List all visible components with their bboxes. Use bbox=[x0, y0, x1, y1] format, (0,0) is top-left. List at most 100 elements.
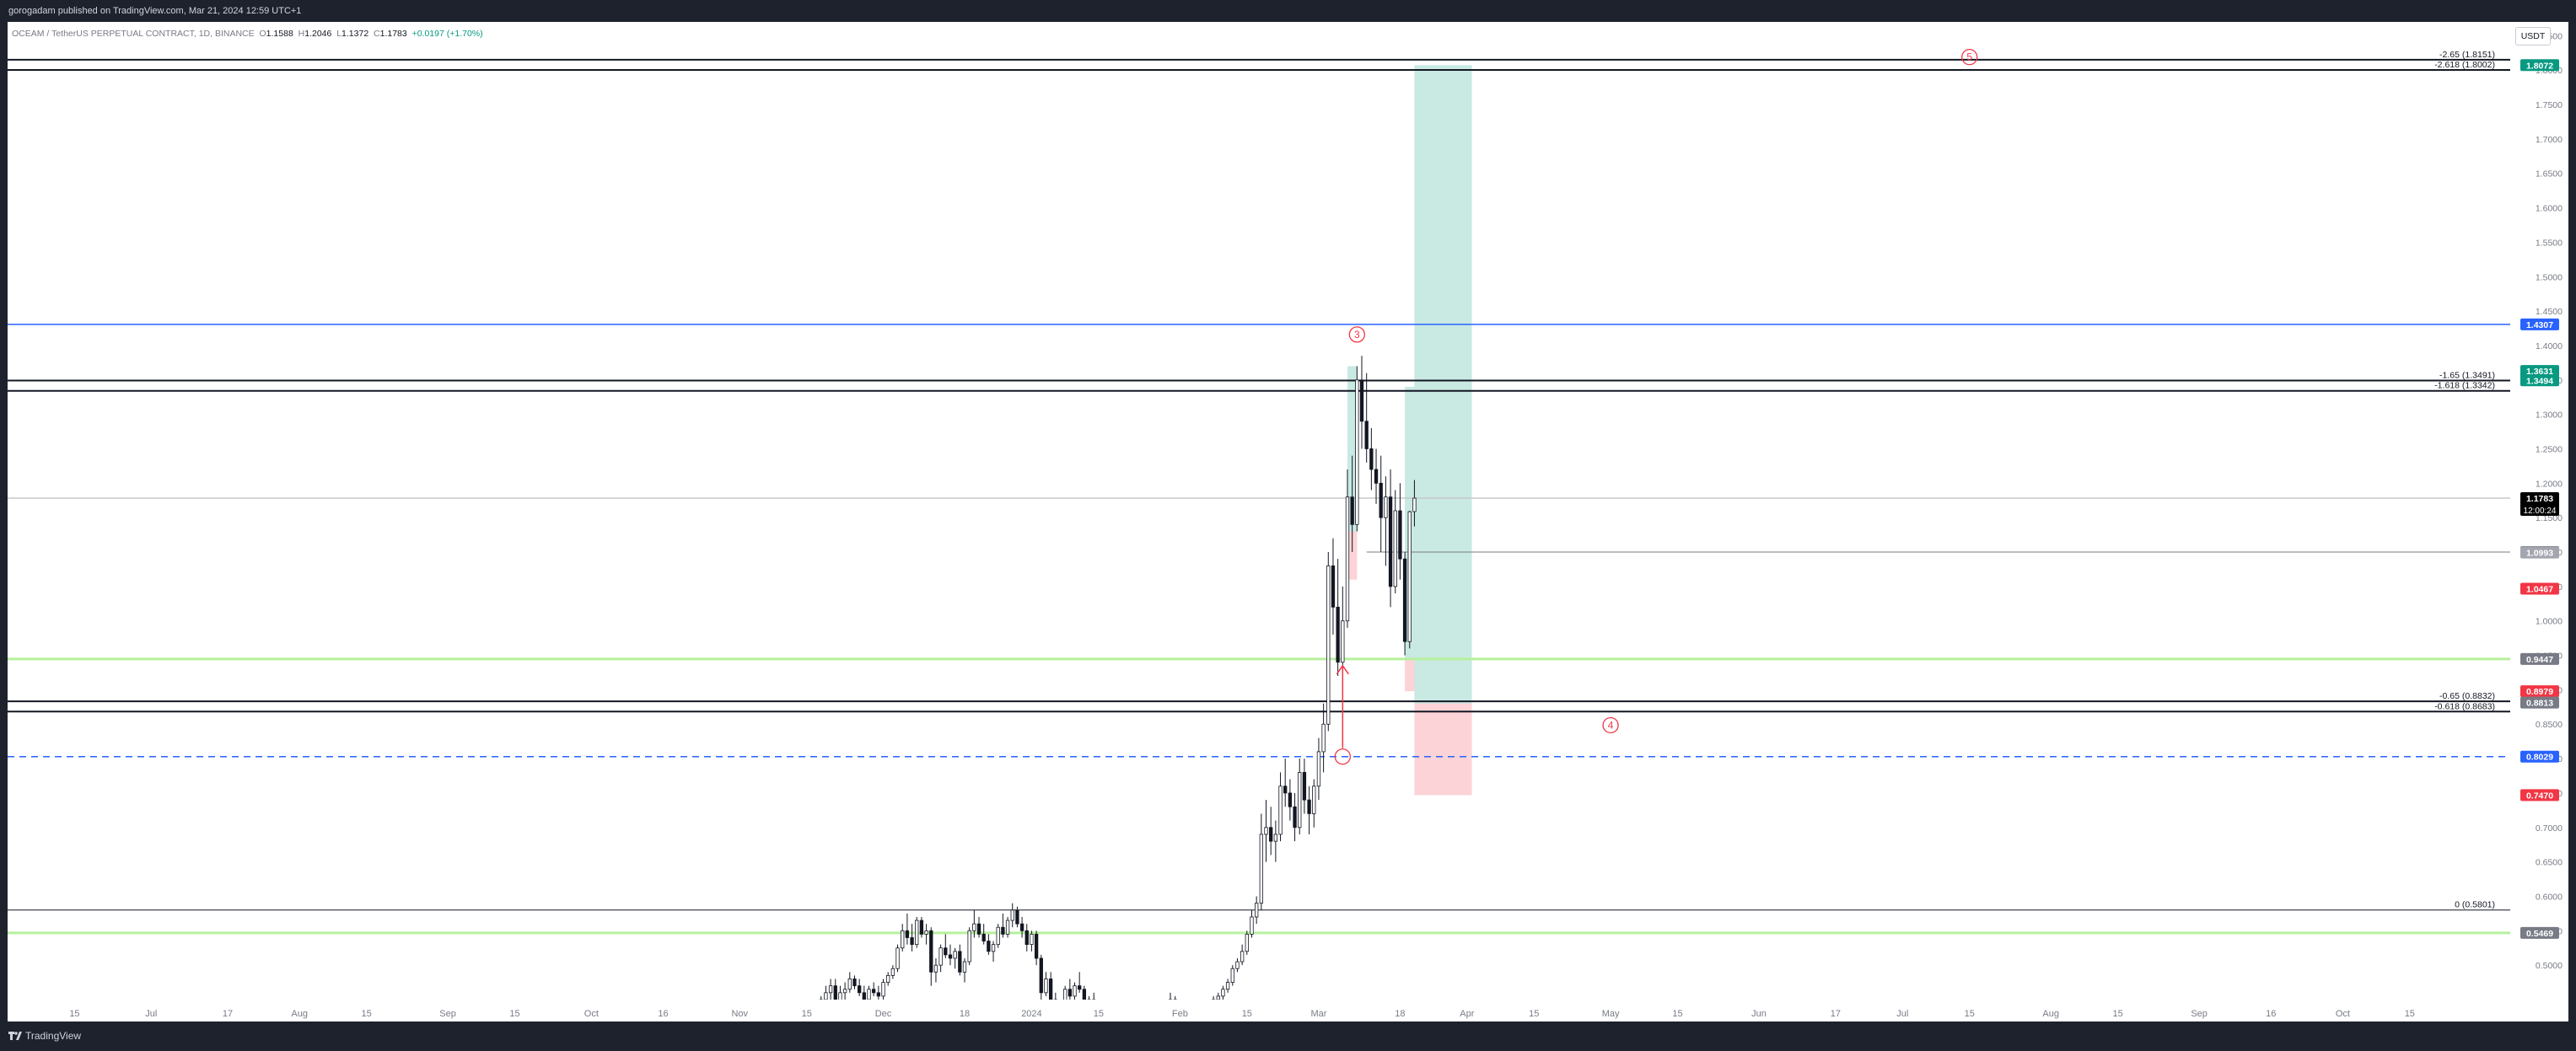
candle-body bbox=[915, 920, 919, 946]
candle-body bbox=[1359, 379, 1364, 422]
position-stop-zone bbox=[1347, 531, 1358, 580]
fib-level-label: -1.618 (1.3342) bbox=[2434, 381, 2495, 391]
chart-area[interactable]: -2.65 (1.8151) -2.618 (1.8002) -1.65 (1.34… bbox=[8, 22, 2568, 1022]
time-axis-bg bbox=[8, 1000, 2568, 1022]
candle-body bbox=[857, 985, 862, 994]
candle-body bbox=[1068, 989, 1072, 997]
candle-body bbox=[828, 985, 833, 994]
time-tick-label: 2024 bbox=[1021, 1009, 1041, 1019]
currency-button[interactable]: USDT bbox=[2515, 27, 2551, 46]
change-value: +0.0197 (+1.70%) bbox=[411, 29, 483, 39]
candle-body bbox=[1393, 510, 1397, 587]
price-tag-label: 1.1783 bbox=[2526, 494, 2553, 504]
price-tag-label: 0.8979 bbox=[2526, 687, 2553, 697]
time-tick-label: Sep bbox=[2191, 1009, 2208, 1019]
candle-body bbox=[981, 933, 986, 941]
price-tag-label: 1.0993 bbox=[2526, 549, 2553, 559]
candle-body bbox=[987, 941, 991, 952]
candle-body bbox=[901, 930, 905, 949]
candle-body bbox=[944, 947, 948, 956]
price-tag-label: 1.0467 bbox=[2526, 585, 2553, 595]
candle-body bbox=[1331, 565, 1336, 608]
candle-body bbox=[1255, 903, 1259, 918]
position-stop-zone bbox=[1405, 658, 1415, 692]
candle-body bbox=[953, 951, 957, 959]
candle-body bbox=[933, 964, 938, 973]
time-tick-label: 15 bbox=[1242, 1009, 1252, 1019]
wave-label-circle bbox=[1334, 748, 1351, 765]
price-tick-label: 0.8500 bbox=[2536, 720, 2563, 730]
candle-body bbox=[1005, 920, 1010, 935]
time-tick-label: May bbox=[1602, 1009, 1620, 1019]
time-tick-label: Apr bbox=[1460, 1009, 1474, 1019]
candle-body bbox=[996, 926, 1000, 946]
tradingview-brand: TradingView bbox=[25, 1030, 82, 1042]
fib-level-label: -2.65 (1.8151) bbox=[2439, 50, 2495, 60]
wave-label: 4 bbox=[1608, 719, 1614, 731]
candle-body bbox=[881, 982, 885, 997]
wave-label-circle bbox=[1348, 326, 1365, 343]
price-tick-label: 1.2500 bbox=[2536, 444, 2563, 454]
candle-body bbox=[1273, 834, 1278, 842]
time-tick-label: 15 bbox=[1094, 1009, 1104, 1019]
time-tick-label: Aug bbox=[2042, 1009, 2059, 1019]
price-tag-label: 0.8029 bbox=[2526, 753, 2553, 763]
time-tick-label: 16 bbox=[2266, 1009, 2276, 1019]
candle-body bbox=[1326, 565, 1331, 725]
candle-body bbox=[1216, 995, 1220, 1000]
candle-body bbox=[1245, 933, 1249, 952]
time-tick-label: 15 bbox=[361, 1009, 371, 1019]
time-tick-label: Mar bbox=[1310, 1009, 1326, 1019]
candle-body bbox=[991, 944, 996, 952]
candle-body bbox=[847, 979, 852, 990]
fib-level-label: -1.65 (1.3491) bbox=[2439, 371, 2495, 381]
candle-body bbox=[1350, 496, 1354, 525]
candle-body bbox=[924, 930, 928, 935]
candle-body bbox=[1221, 989, 1225, 997]
arrow-head bbox=[1336, 664, 1349, 675]
price-tag bbox=[2520, 546, 2559, 559]
price-axis-bg bbox=[2510, 22, 2568, 1022]
price-tag bbox=[2520, 582, 2559, 595]
price-tag-label: 1.3494 bbox=[2526, 376, 2553, 386]
fib-level-label: 0 (0.5801) bbox=[2455, 900, 2495, 910]
candle-body bbox=[1316, 751, 1321, 787]
candle-body bbox=[833, 985, 837, 1000]
position-target-zone bbox=[1414, 65, 1472, 704]
candle-body bbox=[1082, 989, 1087, 1000]
high-value: 1.2046 bbox=[304, 29, 332, 39]
price-tick-label: 1.2000 bbox=[2536, 479, 2563, 489]
position-target-zone bbox=[1347, 366, 1358, 532]
time-tick-label: Dec bbox=[875, 1009, 892, 1019]
fib-level-label: -0.65 (0.8832) bbox=[2439, 691, 2495, 701]
candle-body bbox=[938, 947, 943, 966]
candle-body bbox=[824, 992, 828, 1000]
candle-body bbox=[1407, 511, 1412, 642]
candle-body bbox=[1312, 786, 1316, 814]
time-tick-label: 15 bbox=[802, 1009, 812, 1019]
tradingview-logo-icon bbox=[8, 1032, 22, 1040]
candle-body bbox=[967, 930, 971, 963]
high-label: H bbox=[298, 29, 305, 39]
time-tick-label: 15 bbox=[509, 1009, 519, 1019]
close-value: 1.1783 bbox=[379, 29, 407, 39]
candle-body bbox=[948, 954, 953, 959]
price-tag-label: 1.8072 bbox=[2526, 61, 2553, 71]
candle-body bbox=[1374, 469, 1379, 484]
candle-body bbox=[1230, 968, 1234, 983]
price-tag bbox=[2520, 750, 2559, 763]
candle-body bbox=[1240, 951, 1245, 963]
publish-bar: gorogadam published on TradingView.com, … bbox=[0, 0, 2576, 22]
symbol-name: OCEAM / TetherUS PERPETUAL CONTRACT, 1D,… bbox=[12, 29, 255, 39]
candle-body bbox=[1278, 786, 1283, 835]
candle-body bbox=[1341, 620, 1345, 663]
wave-label: 5 bbox=[1966, 51, 1972, 63]
candle-body bbox=[872, 989, 876, 994]
time-tick-label: 15 bbox=[2405, 1009, 2415, 1019]
candle-body bbox=[890, 968, 895, 976]
time-tick-label: Nov bbox=[731, 1009, 748, 1019]
candle-body bbox=[972, 923, 976, 931]
price-tag bbox=[2520, 492, 2559, 517]
price-chart[interactable]: -2.65 (1.8151)-2.618 (1.8002) -1.65 (1.34… bbox=[8, 22, 2568, 1022]
price-tag-label: 0.8813 bbox=[2526, 699, 2553, 709]
